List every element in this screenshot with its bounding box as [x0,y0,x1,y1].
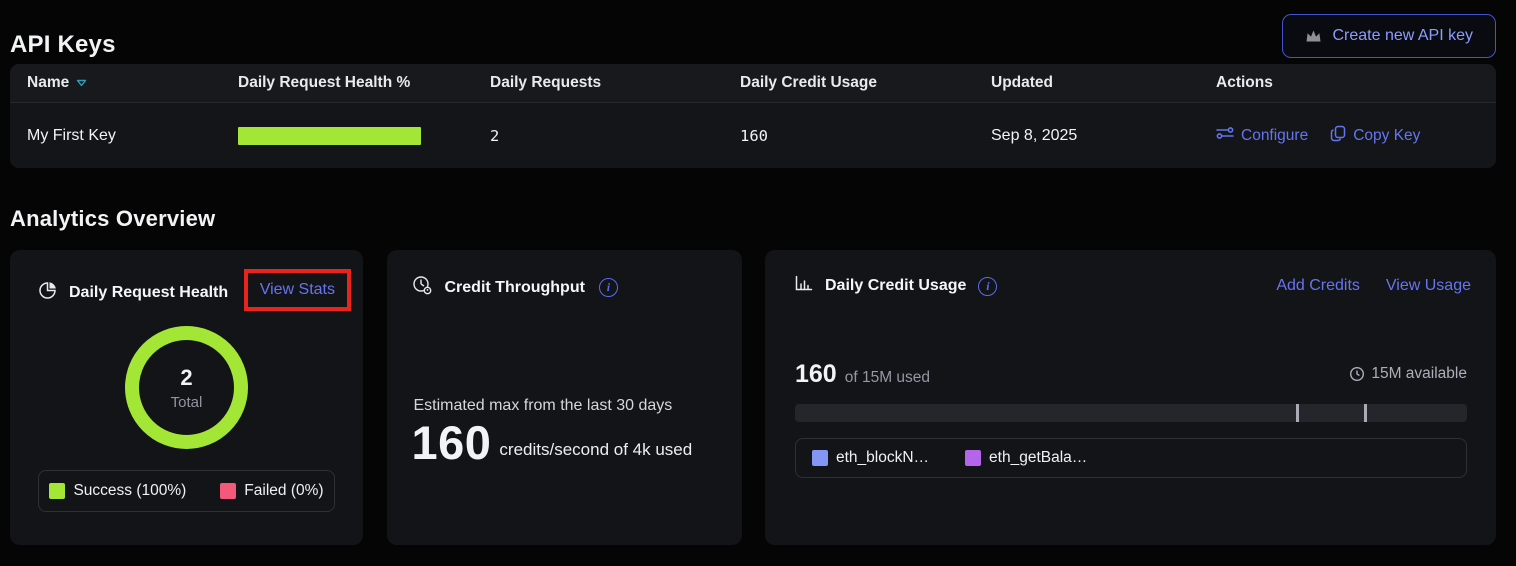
progress-tick [1296,404,1300,422]
column-header-name[interactable]: Name [10,74,221,92]
api-key-name: My First Key [27,126,116,144]
usage-summary-row: 160 of 15M used 15M available [795,360,1467,389]
column-header-health: Daily Request Health % [238,74,411,91]
failed-swatch [220,483,237,499]
credit-throughput-card: Credit Throughput i Estimated max from t… [386,250,742,545]
health-legend: Success (100%) Failed (0%) [38,470,335,512]
api-keys-table: Name Daily Request Health % Daily Reques… [10,64,1496,168]
configure-link[interactable]: Configure [1216,126,1308,145]
crown-icon [1305,29,1322,43]
column-header-updated: Updated [991,74,1053,91]
copy-icon [1330,125,1346,147]
success-label: Success (100%) [73,482,187,499]
add-credits-link[interactable]: Add Credits [1276,277,1360,294]
throughput-card-title: Credit Throughput [444,278,585,296]
daily-requests-value: 2 [490,126,500,145]
credit-usage-card-header: Daily Credit Usage i Add Credits View Us… [765,250,1496,297]
failed-label: Failed (0%) [244,482,324,499]
info-icon[interactable]: i [978,276,998,296]
health-donut-chart: 2 Total [125,326,248,449]
daily-credit-usage-card: Daily Credit Usage i Add Credits View Us… [765,250,1496,545]
eth-getbalance-swatch [965,450,982,466]
health-card-title: Daily Request Health [69,284,229,301]
credits-used-value: 160 [795,360,837,388]
view-usage-link[interactable]: View Usage [1385,277,1471,294]
copy-key-link[interactable]: Copy Key [1330,125,1420,147]
create-api-key-button[interactable]: Create new API key [1282,14,1496,58]
sliders-icon [1216,126,1234,145]
eth-getbalance-label: eth_getBala… [989,449,1088,466]
health-bar-cell [221,126,473,145]
view-stats-annotation-box: View Stats [243,269,351,311]
credits-available-label: 15M available [1371,365,1467,382]
actions-cell: Configure Copy Key [1199,125,1496,147]
credits-used-suffix: of 15M used [844,369,931,386]
health-card-header: Daily Request Health View Stats [10,250,363,311]
legend-item-eth-blocknumber: eth_blockN… [812,449,929,467]
bar-chart-icon [795,275,813,297]
progress-tick [1364,404,1368,422]
success-swatch [49,483,66,499]
table-header-row: Name Daily Request Health % Daily Reques… [10,64,1496,103]
column-header-daily-requests: Daily Requests [490,74,602,91]
create-api-key-label: Create new API key [1332,27,1473,44]
legend-item-success: Success (100%) [49,482,186,500]
column-header-daily-credit-usage: Daily Credit Usage [740,74,877,91]
sort-chevron-down-icon[interactable] [76,79,87,87]
throughput-subtitle: Estimated max from the last 30 days [413,397,673,414]
view-stats-link[interactable]: View Stats [259,281,335,298]
credit-usage-progress-bar [795,404,1467,422]
health-donut-wrap: 2 Total [10,311,363,449]
pie-chart-icon [38,281,57,305]
health-bar [238,126,421,145]
eth-blocknumber-swatch [812,450,828,466]
clock-icon [1349,366,1365,382]
legend-item-failed: Failed (0%) [220,482,324,500]
throughput-card-header: Credit Throughput i [387,250,742,300]
info-icon[interactable]: i [598,278,618,297]
throughput-unit: credits/second of 4k used [499,440,693,459]
gauge-icon [412,275,432,300]
copy-key-label: Copy Key [1353,126,1421,144]
daily-request-health-card: Daily Request Health View Stats 2 Total … [10,250,363,545]
donut-total-value: 2 [180,364,193,390]
analytics-overview-title: Analytics Overview [10,206,216,231]
eth-blocknumber-label: eth_blockN… [836,449,930,466]
credit-usage-links: Add Credits View Usage [1276,277,1471,295]
topbar: API Keys Create new API key [10,0,1496,64]
page-title: API Keys [10,31,116,58]
analytics-cards: Daily Request Health View Stats 2 Total … [10,250,1496,545]
daily-credit-usage-value: 160 [740,126,768,145]
page: API Keys Create new API key Name Daily R… [10,0,1496,545]
table-row: My First Key 2 160 Sep 8, 2025 Configure [10,103,1496,168]
configure-label: Configure [1241,126,1309,144]
credits-available: 15M available [1349,365,1467,383]
credit-usage-legend: eth_blockN… eth_getBala… [795,438,1467,478]
legend-item-eth-getbalance: eth_getBala… [965,449,1087,467]
column-header-actions: Actions [1216,74,1273,91]
donut-total-label: Total [170,393,203,411]
throughput-value-row: 160 credits/second of 4k used [412,419,742,466]
throughput-value: 160 [411,416,492,469]
updated-value: Sep 8, 2025 [991,126,1078,144]
credit-usage-card-title: Daily Credit Usage [825,277,967,294]
